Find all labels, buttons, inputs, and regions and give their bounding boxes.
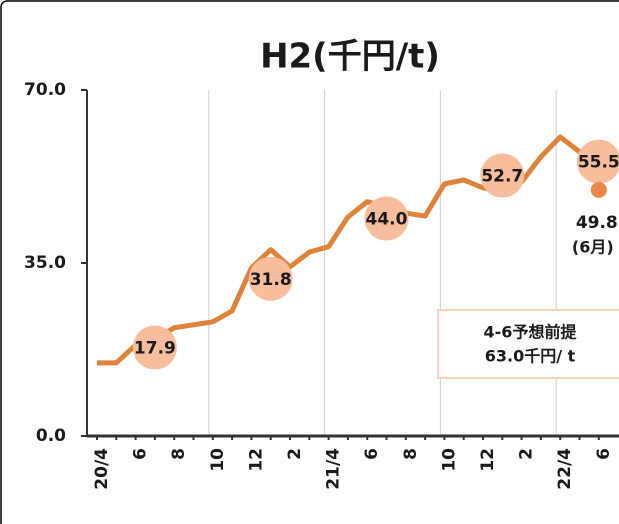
forecast-dot: [590, 181, 607, 198]
avg-label: 17.9: [134, 339, 176, 359]
avg-bubble: [480, 153, 525, 198]
y-tick-label: 70.0: [24, 80, 66, 100]
x-tick-label: 20/4: [92, 448, 112, 490]
y-tick-label: 0.0: [36, 426, 66, 446]
avg-bubble: [132, 325, 177, 370]
avg-label: 55.5: [578, 153, 619, 173]
x-tick-label: 6: [594, 448, 614, 460]
x-tick-label: 10: [439, 448, 459, 472]
x-tick-label: 2: [517, 448, 537, 460]
chart-title: H2(千円/t): [260, 37, 440, 77]
y-tick-label: 35.0: [24, 253, 66, 273]
x-tick-label: 6: [362, 448, 382, 460]
avg-bubble: [576, 139, 619, 184]
forecast-note: (6月): [572, 237, 614, 256]
x-tick-label: 21/4: [324, 448, 344, 490]
avg-label: 52.7: [481, 167, 523, 187]
x-tick-label: 2: [285, 448, 305, 460]
assumption-text: 4-6予想前提: [484, 323, 578, 342]
avg-bubble: [248, 256, 293, 301]
x-tick-label: 8: [401, 448, 421, 460]
x-tick-label: 12: [478, 448, 498, 472]
forecast-label: 49.8: [576, 213, 618, 233]
x-tick-label: 8: [169, 448, 189, 460]
assumption-box: [437, 309, 619, 379]
x-tick-label: 12: [246, 448, 266, 472]
x-tick-label: 10: [208, 448, 228, 472]
x-tick-label: 6: [131, 448, 151, 460]
avg-label: 31.8: [250, 270, 292, 290]
avg-bubble: [364, 196, 409, 241]
x-tick-label: 22/4: [555, 448, 575, 490]
assumption-text: 63.0千円/ t: [485, 347, 576, 366]
avg-label: 44.0: [366, 210, 408, 230]
